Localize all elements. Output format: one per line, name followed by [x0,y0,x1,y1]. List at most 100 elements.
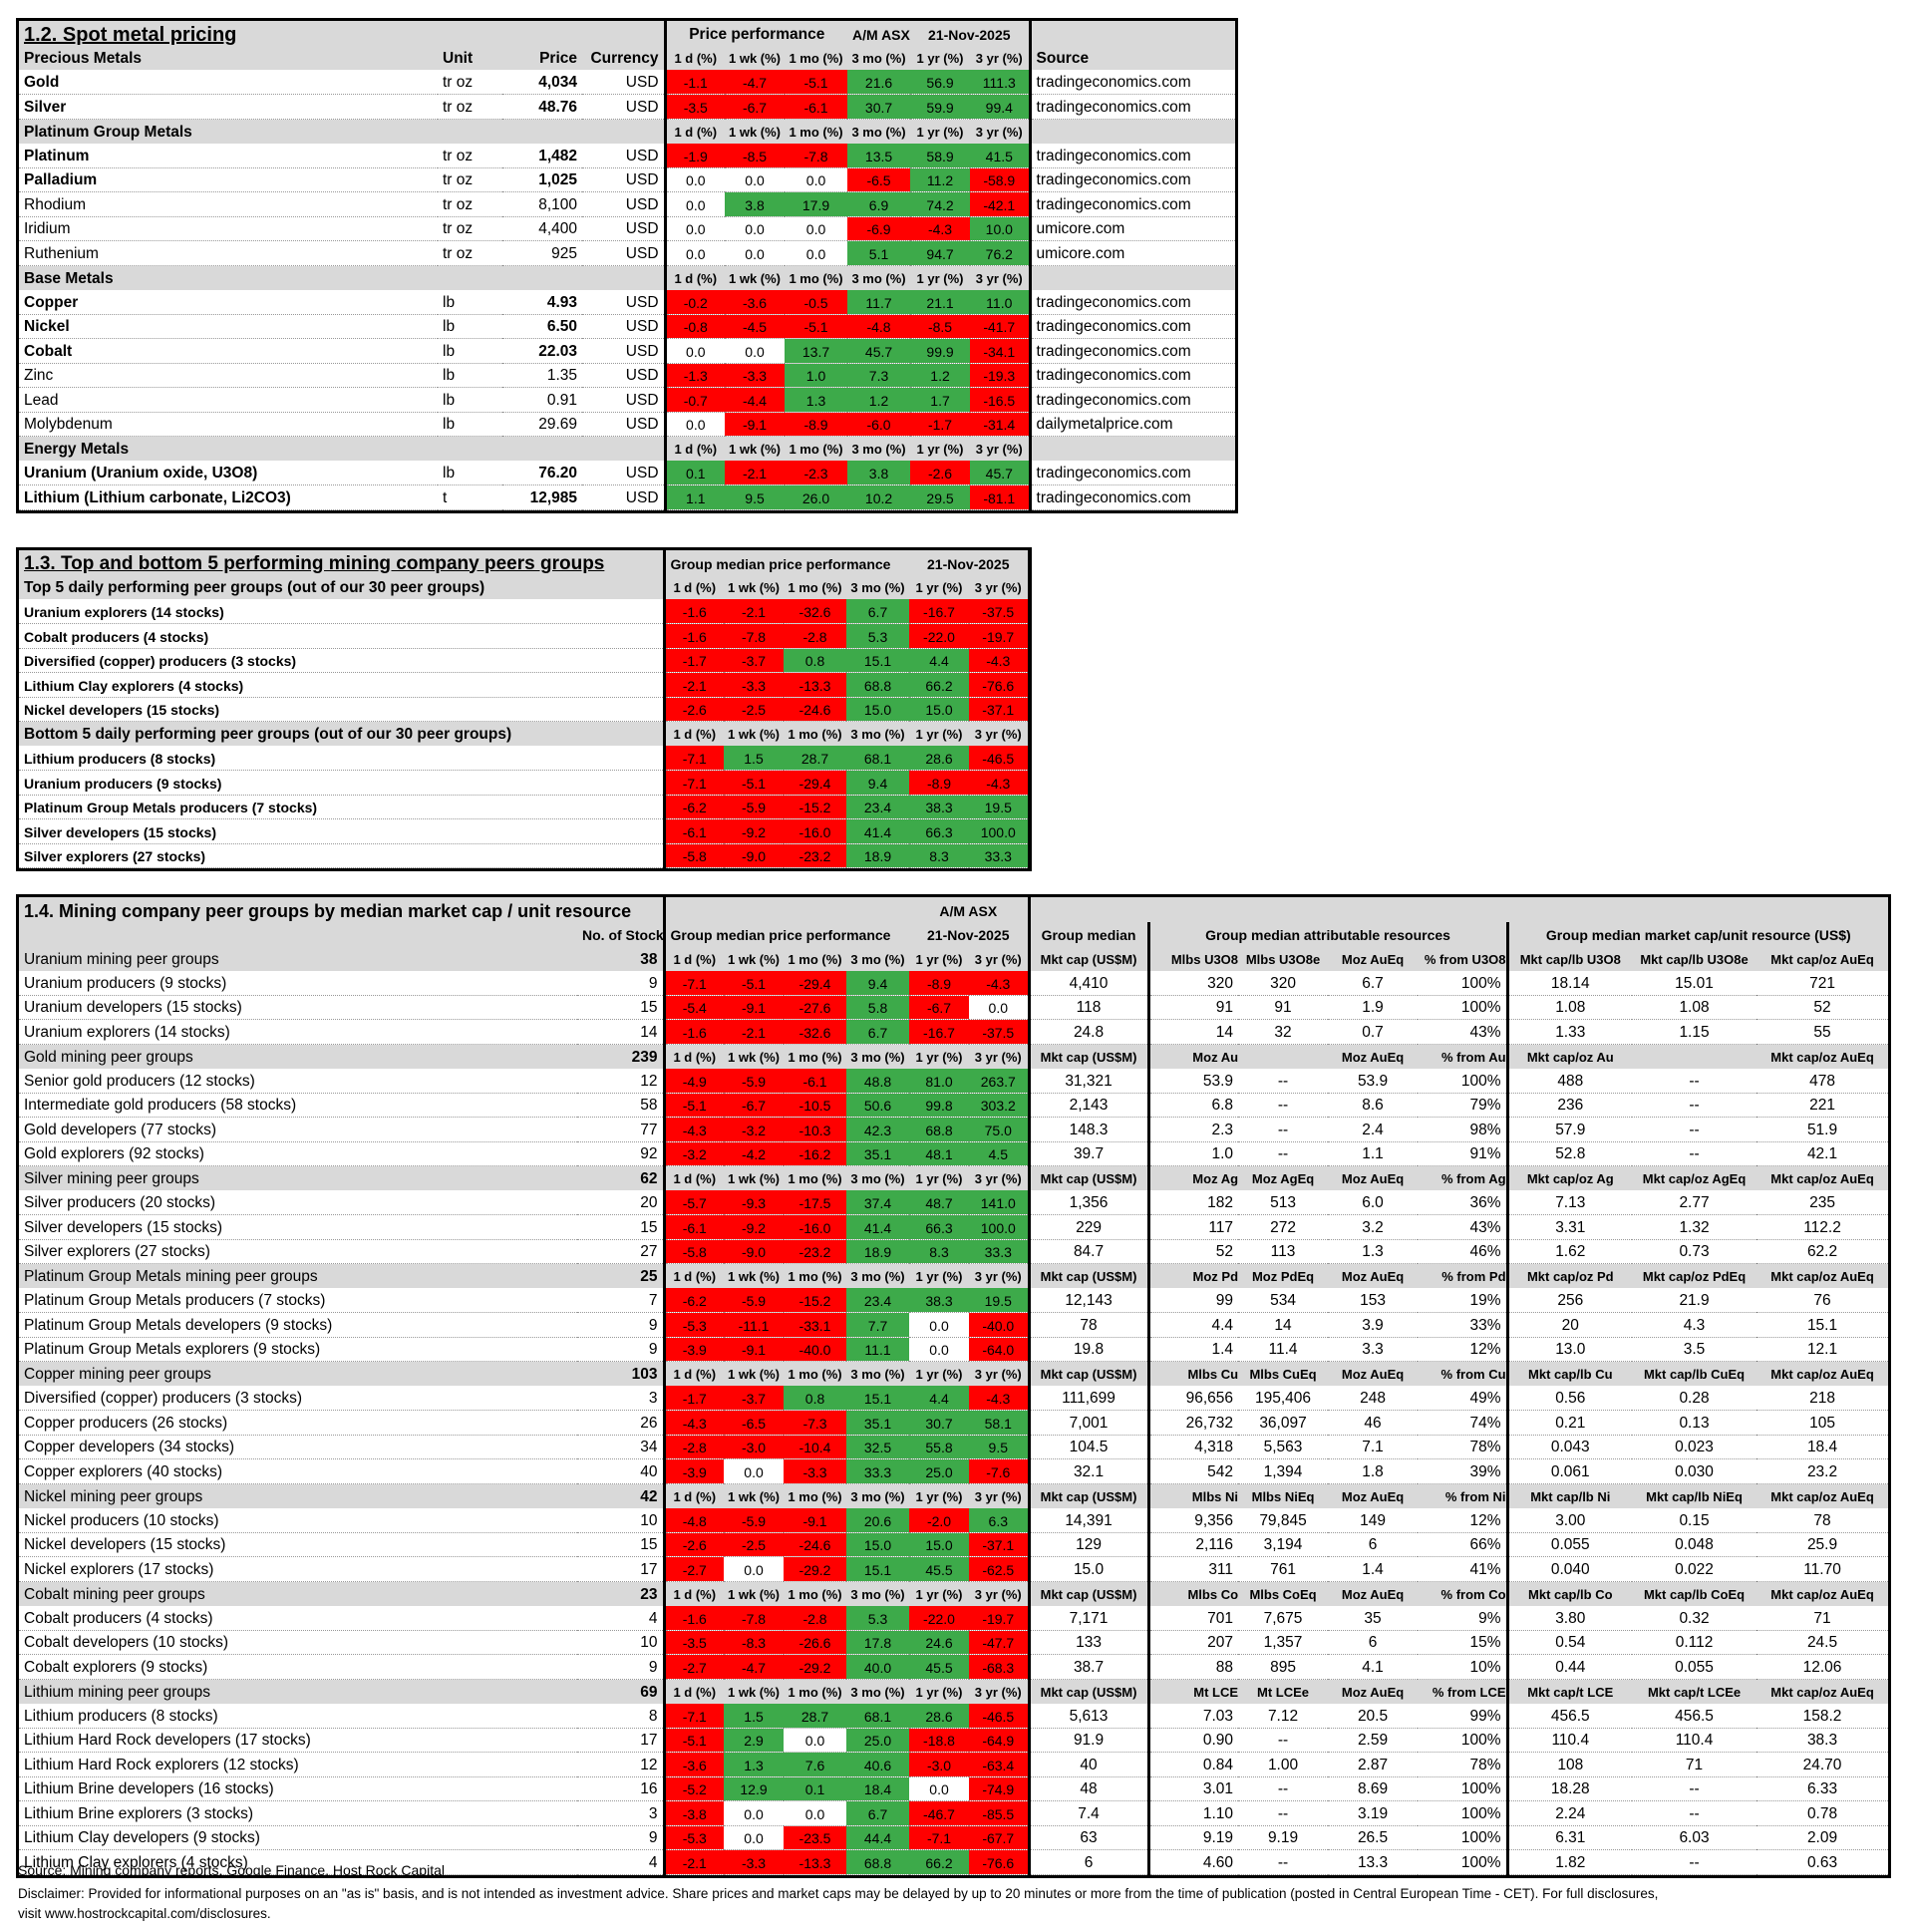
peer-group-row: Nickel developers (15 stocks) 15 -2.6 -2.5-… [19,1532,1889,1557]
metal-source[interactable]: umicore.com [1030,240,1236,266]
period-header: 3 yr (%) [969,574,1031,599]
perf-cell: -2.1 [662,1849,725,1875]
perf-cell: -37.5 [969,1019,1031,1045]
metric-value: -- [1632,1093,1757,1118]
perf-cell: -1.7 [662,1386,725,1411]
perf-cell: 33.3 [846,1458,910,1484]
metric-header: Moz AuEq [1328,1679,1419,1704]
metric-value: 1.82 [1507,1849,1633,1875]
metal-source[interactable]: tradingeconomics.com [1030,387,1236,413]
perf-cell: -9.3 [724,1190,785,1215]
metal-source[interactable]: tradingeconomics.com [1030,363,1236,388]
peer-group-name: Uranium producers (9 stocks) [19,770,664,796]
metal-source[interactable]: tradingeconomics.com [1030,461,1236,485]
metric-header: Mkt cap/lb U3O8 [1507,946,1633,971]
perf-cell: 9.5 [969,1435,1031,1459]
metric-header: Mkt cap/oz AuEq [1756,1263,1889,1288]
peer-group-row: Cobalt explorers (9 stocks) 9 -2.7 -4.7 -29.… [19,1654,1889,1680]
metal-source[interactable]: tradingeconomics.com [1030,314,1236,339]
perf-cell: -3.0 [724,1435,785,1459]
metric-value: 701 [1148,1605,1239,1631]
metric-value: 78% [1418,1435,1509,1459]
metal-name: Lead [19,387,438,413]
peer-group-row: Silver explorers (27 stocks) -5.8 -9.0 -23.… [19,843,1031,868]
stock-count: 4 [577,1605,665,1631]
perf-cell: -3.5 [662,1630,725,1655]
metric-value: 7.4 [1029,1800,1150,1826]
perf-cell: -23.2 [784,843,846,868]
blank [1030,436,1236,461]
footer-disclosures-link[interactable]: visit www.hostrockcapital.com/disclosure… [18,1906,271,1921]
perf-cell: 28.6 [909,1703,970,1729]
metal-source[interactable]: tradingeconomics.com [1030,70,1236,95]
perf-cell: 0.8 [784,648,846,673]
metric-header: Moz AuEq [1328,1581,1419,1606]
perf-cell: 55.8 [909,1435,970,1459]
metric-value: 35 [1328,1605,1419,1631]
metric-value: 3.19 [1328,1800,1419,1826]
perf-cell: -1.6 [662,599,724,624]
metal-row: Platinum tr oz 1,482 USD -1.9 -8.5 -7.8 13.5 58.… [19,143,1236,168]
perf-cell: -2.8 [784,1605,847,1631]
metal-source[interactable]: tradingeconomics.com [1030,289,1236,315]
stock-count: 10 [577,1630,665,1655]
blank [438,265,666,290]
group-count: 38 [577,946,665,971]
period-header: 3 yr (%) [969,946,1031,971]
metric-value: 118 [1029,995,1150,1020]
perf-cell: 0.0 [969,995,1031,1020]
metal-unit: tr oz [438,167,502,192]
metal-currency: USD [582,484,666,510]
metal-source[interactable]: dailymetalprice.com [1030,412,1236,437]
group-name: Bottom 5 daily performing peer groups (o… [19,721,664,746]
metric-value: 7,675 [1238,1605,1329,1631]
metric-value: 1,394 [1238,1458,1329,1484]
period-header: 1 d (%) [662,1361,725,1386]
period-header: 1 mo (%) [784,1483,847,1508]
metric-value: 11.70 [1756,1556,1889,1582]
perf-cell: -2.7 [662,1654,725,1680]
perf-cell: 0.1 [663,461,726,485]
metal-unit: lb [438,314,502,339]
peer-group-name: Uranium developers (15 stocks) [19,995,577,1020]
metal-source[interactable]: tradingeconomics.com [1030,338,1236,364]
metric-value: 13.0 [1507,1337,1633,1362]
perf-cell: -16.7 [909,1019,970,1045]
peer-group-row: Silver explorers (27 stocks) 27 -5.8 -9.0 -2… [19,1239,1889,1264]
metric-header: Mkt cap/oz AuEq [1756,1581,1889,1606]
period-header: 3 mo (%) [846,721,910,746]
perf-cell: 28.7 [784,746,846,771]
metal-source[interactable]: tradingeconomics.com [1030,143,1236,168]
metal-source[interactable]: tradingeconomics.com [1030,167,1236,192]
metric-value: 100% [1418,1068,1509,1094]
perf-cell: -41.7 [970,314,1032,339]
metric-value: 3.2 [1328,1214,1419,1240]
perf-cell: 0.0 [785,167,848,192]
peer-group-name: Lithium Clay developers (9 stocks) [19,1825,577,1850]
metric-value: 32 [1238,1019,1329,1045]
period-header: 1 mo (%) [785,119,848,144]
metal-source[interactable]: umicore.com [1030,216,1236,241]
metal-unit: tr oz [438,70,502,95]
metal-source[interactable]: tradingeconomics.com [1030,484,1236,510]
perf-cell: -2.6 [910,461,971,485]
perf-cell: 81.0 [909,1068,970,1094]
perf-cell: -5.8 [662,843,724,868]
perf-cell: -85.5 [969,1800,1031,1826]
peer-group-name: Cobalt developers (10 stocks) [19,1630,577,1655]
metal-source[interactable]: tradingeconomics.com [1030,191,1236,217]
perf-cell: 48.7 [909,1190,970,1215]
metal-source[interactable]: tradingeconomics.com [1030,94,1236,120]
metric-value: 6 [1328,1532,1419,1557]
peer-group-name: Nickel developers (15 stocks) [19,697,664,722]
perf-cell: -6.0 [847,412,911,437]
period-header: 3 yr (%) [969,1679,1031,1704]
period-header: 3 mo (%) [846,1361,910,1386]
period-header: 1 wk (%) [725,265,786,290]
perf-cell: -3.7 [724,1386,785,1411]
perf-cell: -24.6 [784,1532,847,1557]
metric-value: 456.5 [1507,1703,1633,1729]
metal-unit: lb [438,461,502,485]
peer-group-row: Uranium producers (9 stocks) 9 -7.1 -5.1 -29… [19,970,1889,996]
perf-cell: -67.7 [969,1825,1031,1850]
